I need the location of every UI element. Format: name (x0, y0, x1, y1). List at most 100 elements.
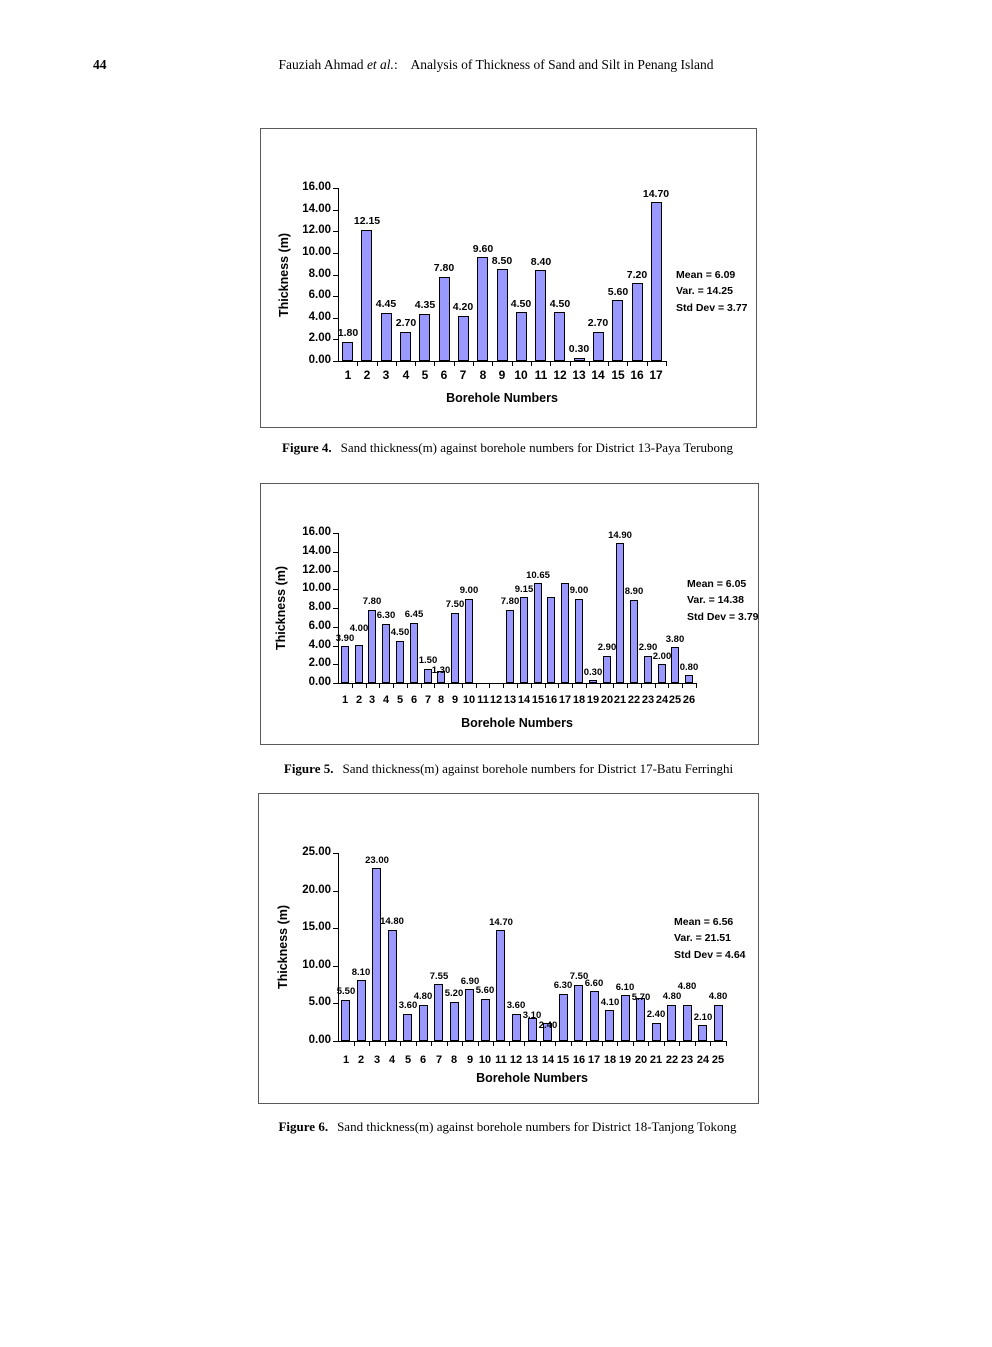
bar-value-label: 7.80 (362, 596, 382, 607)
bar (437, 671, 445, 683)
bar-value-label: 2.70 (587, 317, 609, 329)
stats-line: Mean = 6.09 (676, 269, 736, 281)
y-axis-tick (333, 891, 338, 892)
x-tick-label: 6 (440, 368, 448, 382)
x-axis-tick (431, 1042, 432, 1046)
bar-value-label: 4.50 (510, 298, 532, 310)
y-axis-tick (333, 627, 338, 628)
bar (671, 647, 679, 683)
x-axis-tick (550, 362, 551, 366)
x-tick-label: 17 (649, 368, 663, 382)
bar (561, 583, 569, 683)
y-tick-label: 4.00 (308, 639, 331, 651)
x-tick-label: 25 (668, 694, 682, 706)
x-axis-tick (503, 684, 504, 688)
x-axis-tick (647, 362, 648, 366)
bar-value-label: 3.10 (522, 1010, 542, 1021)
y-axis-title: Thickness (m) (276, 904, 290, 990)
bar-value-label: 4.20 (452, 301, 474, 313)
x-tick-label: 5 (404, 1054, 412, 1066)
bar (698, 1025, 707, 1041)
x-tick-label: 16 (630, 368, 644, 382)
bar-value-label: 3.80 (665, 634, 685, 645)
bar-value-label: 4.50 (390, 627, 410, 638)
x-axis-tick (531, 684, 532, 688)
x-axis-tick (493, 1042, 494, 1046)
y-tick-label: 8.00 (308, 268, 331, 280)
bar (439, 277, 450, 361)
figure5-label: Figure 5. (283, 761, 334, 776)
x-tick-label: 24 (696, 1054, 710, 1066)
bar (603, 656, 611, 683)
x-tick-label: 17 (558, 694, 572, 706)
x-tick-label: 25 (711, 1054, 725, 1066)
bar-value-label: 2.70 (395, 317, 417, 329)
bar-value-label: 4.80 (708, 991, 728, 1002)
header-author: Fauziah Ahmad (278, 57, 367, 72)
bar (621, 995, 630, 1041)
x-axis-tick (473, 362, 474, 366)
x-tick-label: 14 (591, 368, 605, 382)
x-tick-label: 1 (344, 368, 352, 382)
x-tick-label: 6 (410, 694, 418, 706)
x-tick-label: 10 (462, 694, 476, 706)
bar (632, 283, 643, 361)
plot-area (338, 533, 697, 684)
x-axis-tick (492, 362, 493, 366)
stats-text: Mean = 6.09 Var. = 14.25 Std Dev = 3.77 (676, 267, 748, 316)
y-axis-tick (333, 589, 338, 590)
x-tick-label: 14 (517, 694, 531, 706)
y-axis-tick (333, 318, 338, 319)
x-tick-label: 2 (355, 694, 363, 706)
plot-area (338, 853, 727, 1042)
x-axis-tick (602, 1042, 603, 1046)
bar-value-label: 7.55 (429, 971, 449, 982)
x-axis-tick (572, 684, 573, 688)
y-axis-tick (333, 231, 338, 232)
bar-value-label: 5.60 (475, 985, 495, 996)
bar-value-label: 4.80 (413, 991, 433, 1002)
y-tick-label: 15.00 (302, 921, 331, 933)
bar (342, 342, 353, 361)
x-tick-label: 8 (437, 694, 445, 706)
x-axis-tick (462, 684, 463, 688)
bar (434, 984, 443, 1041)
bar-value-label: 5.50 (336, 986, 356, 997)
x-axis-tick (586, 684, 587, 688)
bar (410, 623, 418, 683)
y-axis-tick (333, 571, 338, 572)
x-axis-title: Borehole Numbers (476, 1071, 588, 1085)
x-tick-label: 4 (388, 1054, 396, 1066)
y-axis-tick (333, 928, 338, 929)
x-tick-label: 13 (572, 368, 586, 382)
y-tick-label: 0.00 (308, 354, 331, 366)
x-axis-tick (357, 362, 358, 366)
y-tick-label: 25.00 (302, 846, 331, 858)
y-axis-tick (333, 339, 338, 340)
bar-value-label: 3.90 (335, 633, 355, 644)
y-axis-title: Thickness (m) (277, 232, 291, 318)
x-tick-label: 3 (368, 694, 376, 706)
x-tick-label: 23 (641, 694, 655, 706)
bar-value-label: 6.30 (553, 980, 573, 991)
x-axis-tick (664, 1042, 665, 1046)
x-tick-label: 23 (680, 1054, 694, 1066)
bar (612, 300, 623, 361)
x-tick-label: 14 (541, 1054, 555, 1066)
bar-value-label: 6.90 (460, 976, 480, 987)
y-tick-label: 4.00 (308, 311, 331, 323)
bar-value-label: 8.40 (530, 256, 552, 268)
x-tick-label: 20 (634, 1054, 648, 1066)
bar (520, 597, 528, 683)
x-axis-tick (352, 684, 353, 688)
bar (497, 269, 508, 361)
y-tick-label: 0.00 (308, 676, 331, 688)
x-axis-tick (648, 1042, 649, 1046)
bar (400, 332, 411, 361)
bar (535, 270, 546, 361)
bar-value-label: 7.50 (445, 599, 465, 610)
bar (554, 312, 565, 361)
figure5-chart: 0.00 2.00 4.00 6.00 8.00 10.00 12.00 14.00 16.00… (260, 483, 759, 745)
x-axis-tick (385, 1042, 386, 1046)
